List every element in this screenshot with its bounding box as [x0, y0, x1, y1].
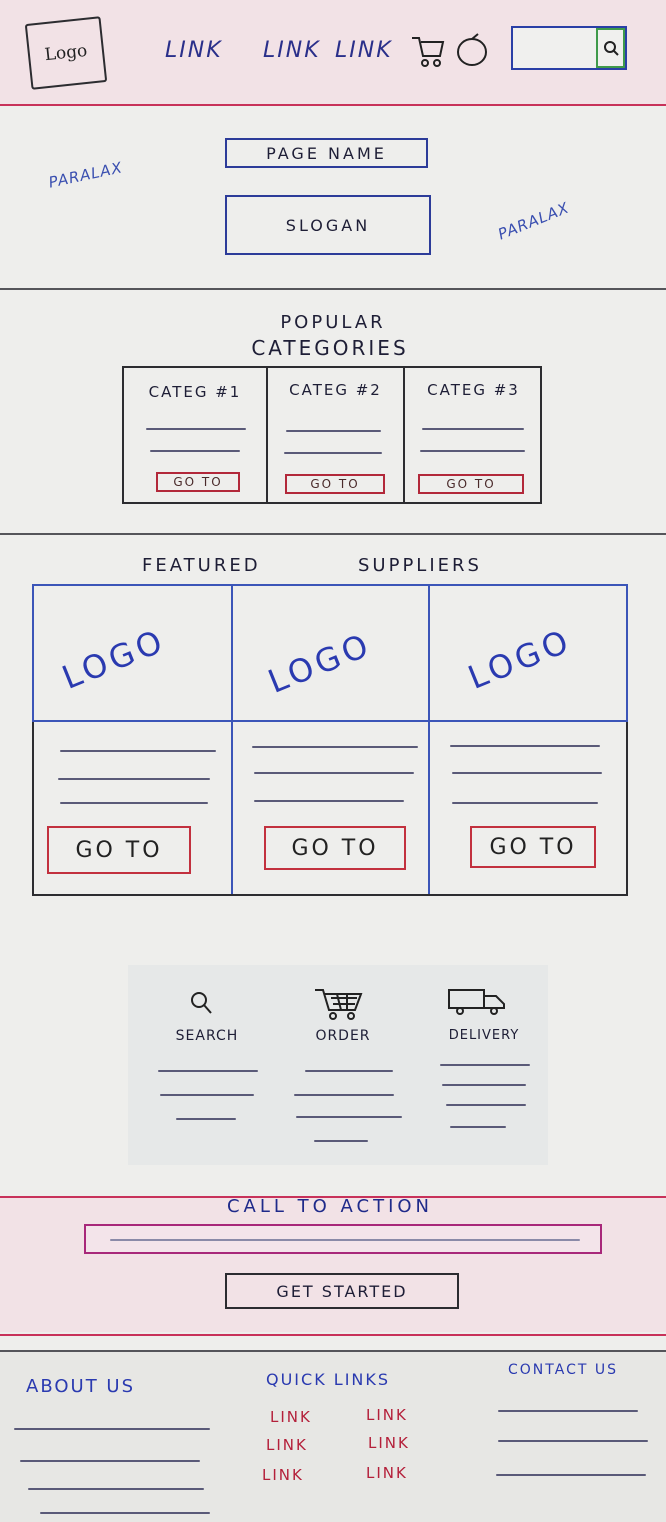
footer-link-1[interactable]: LINK [270, 1408, 312, 1426]
text-line [452, 772, 602, 774]
category-goto-button-1[interactable]: GO TO [156, 472, 240, 492]
footer-quick-links-heading: QUICK LINKS [266, 1370, 391, 1389]
category-divider-1 [266, 366, 268, 504]
suppliers-heading-right: SUPPLIERS [358, 555, 482, 576]
footer-link-3[interactable]: LINK [266, 1436, 308, 1454]
category-title-3: CATEG #3 [427, 381, 520, 399]
footer-about-heading: ABOUT US [26, 1376, 136, 1397]
logo[interactable]: Logo [24, 16, 108, 90]
category-goto-button-3[interactable]: GO TO [418, 474, 524, 494]
text-line [176, 1118, 236, 1120]
cta-title: CALL TO ACTION [226, 1196, 434, 1217]
truck-icon [448, 989, 505, 1015]
text-line [450, 745, 600, 747]
cart-icon [315, 989, 363, 1020]
cta-section [0, 1198, 666, 1332]
categories-heading-line1: POPULAR [280, 312, 386, 333]
feature-label-delivery: DELIVERY [448, 1028, 520, 1043]
text-line [254, 772, 414, 774]
text-line [452, 802, 598, 804]
footer-link-4[interactable]: LINK [368, 1434, 410, 1452]
text-line [60, 802, 208, 804]
text-line [40, 1512, 210, 1514]
feature-label-order: ORDER [315, 1028, 371, 1044]
search-icon [603, 41, 619, 56]
suppliers-logo-row [32, 584, 628, 722]
text-line [296, 1116, 402, 1118]
categories-divider [0, 533, 666, 535]
nav-link-1[interactable]: LINK [165, 38, 223, 63]
slogan-box: SLOGAN [225, 195, 431, 255]
footer-link-5[interactable]: LINK [262, 1466, 304, 1484]
nav-link-2[interactable]: LINK [263, 38, 321, 63]
category-divider-2 [403, 366, 405, 504]
supplier-goto-button-2[interactable]: GO TO [264, 826, 406, 870]
text-line [294, 1094, 394, 1096]
text-line [305, 1070, 393, 1072]
parallax-label-right: PARALAX [495, 198, 572, 244]
cta-top-divider [0, 1196, 666, 1198]
supplier-goto-button-3[interactable]: GO TO [470, 826, 596, 868]
text-line [314, 1140, 368, 1142]
text-line [14, 1428, 210, 1430]
footer-divider [0, 1350, 666, 1352]
supplier-divider-2 [428, 584, 430, 896]
search-button[interactable] [596, 28, 625, 68]
header-divider [0, 104, 666, 106]
text-line [440, 1064, 530, 1066]
supplier-divider-1 [231, 584, 233, 896]
suppliers-content-row [32, 722, 628, 896]
hero-divider [0, 288, 666, 290]
text-line [286, 430, 381, 432]
cta-bottom-divider [0, 1334, 666, 1336]
text-line [422, 428, 524, 430]
category-title-1: CATEG #1 [148, 383, 242, 401]
supplier-goto-button-1[interactable]: GO TO [47, 826, 191, 874]
footer-link-2[interactable]: LINK [366, 1406, 408, 1424]
categories-heading-line2: CATEGORIES [251, 336, 409, 360]
text-line [150, 450, 240, 452]
text-line [496, 1474, 646, 1476]
text-line [28, 1488, 204, 1490]
get-started-button[interactable]: GET STARTED [225, 1273, 459, 1309]
text-line [420, 450, 525, 452]
footer-link-6[interactable]: LINK [366, 1464, 408, 1482]
cart-icon[interactable] [410, 32, 446, 70]
text-line [498, 1410, 638, 1412]
text-line [20, 1460, 200, 1462]
page-name: PAGE NAME [225, 138, 428, 168]
text-line [284, 452, 382, 454]
category-title-2: CATEG #2 [289, 381, 382, 399]
text-line [60, 750, 216, 752]
text-line [160, 1094, 254, 1096]
text-line [446, 1104, 526, 1106]
cta-input[interactable] [84, 1224, 602, 1254]
text-line [58, 778, 210, 780]
nav-link-3[interactable]: LINK [335, 38, 393, 63]
text-line [146, 428, 246, 430]
footer-contact-heading: CONTACT US [508, 1362, 618, 1378]
suppliers-heading-left: FEATURED [142, 555, 261, 576]
search-input[interactable] [511, 26, 627, 70]
categories-grid [122, 366, 542, 504]
user-icon[interactable] [454, 32, 490, 70]
text-line [442, 1084, 526, 1086]
text-line [158, 1070, 258, 1072]
text-line [450, 1126, 506, 1128]
text-line [252, 746, 418, 748]
text-line [498, 1440, 648, 1442]
text-line [254, 800, 404, 802]
parallax-label-left: PARALAX [46, 158, 125, 192]
search-icon [191, 992, 212, 1014]
footer [0, 1352, 666, 1522]
category-goto-button-2[interactable]: GO TO [285, 474, 385, 494]
feature-label-search: SEARCH [175, 1028, 239, 1044]
